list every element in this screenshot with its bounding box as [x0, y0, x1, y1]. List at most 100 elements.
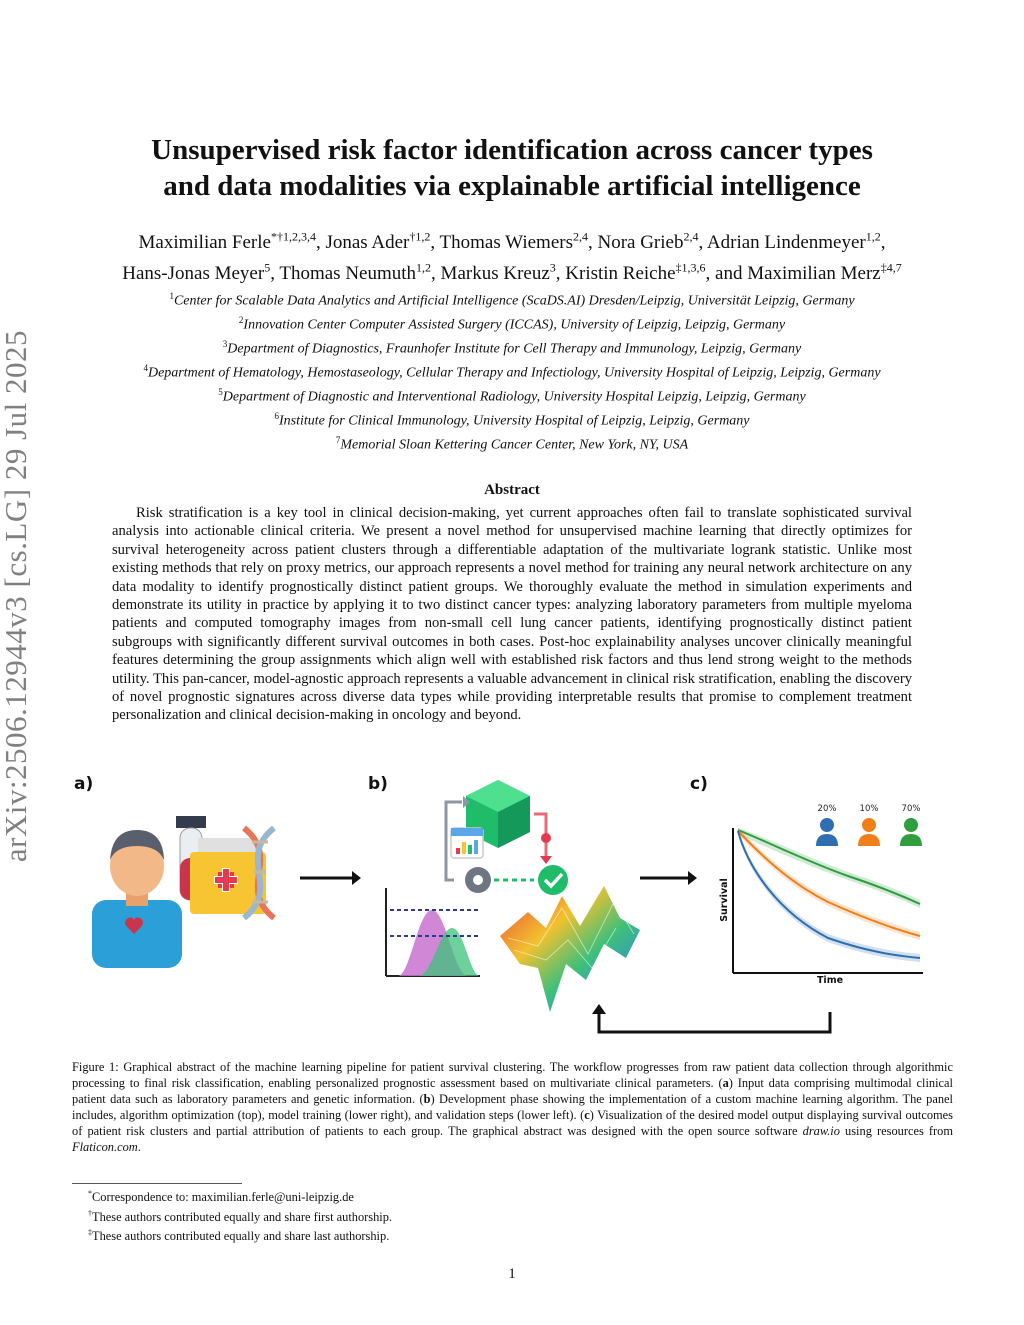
caption-panel-c: c	[584, 1107, 590, 1122]
author-affil: *†1,2,3,4	[270, 230, 316, 244]
author-line-2: Hans-Jonas Meyer5, Thomas Neumuth1,2, Ma…	[122, 260, 901, 284]
affiliation: 7Memorial Sloan Kettering Cancer Center,…	[60, 431, 964, 455]
patient-icon	[92, 830, 182, 968]
author-separator: ,	[880, 232, 886, 254]
affiliation-text: Innovation Center Computer Assisted Surg…	[243, 317, 786, 333]
group-share-orange: 10%	[860, 804, 879, 814]
panel-c-label: c)	[690, 774, 708, 794]
group-share-green: 70%	[902, 804, 921, 814]
survival-line-green	[737, 829, 921, 905]
group-person-icon-green	[900, 818, 922, 846]
affiliation-text: Department of Diagnostics, Fraunhofer In…	[227, 341, 802, 357]
abstract-heading: Abstract	[484, 482, 540, 498]
footnote-text: These authors contributed equally and sh…	[92, 1209, 393, 1224]
feedback-arrow	[592, 1004, 832, 1034]
affiliation-text: Department of Hematology, Hemostaseology…	[147, 365, 881, 381]
affiliation-number: 5	[218, 387, 223, 398]
affiliation-text: Memorial Sloan Kettering Cancer Center, …	[340, 438, 689, 454]
author: Thomas Neumuth	[279, 262, 417, 284]
caption-mid: using resources from	[839, 1123, 953, 1138]
survival-plot: Survival Time	[719, 828, 923, 986]
validation-distribution-plot	[385, 888, 480, 977]
affiliation-number: 2	[238, 315, 244, 326]
caption-panel-b: b	[423, 1091, 431, 1106]
optimization-loop	[444, 796, 568, 895]
author: Nora Grieb	[597, 232, 684, 254]
author-separator: ,	[587, 232, 598, 254]
footnote: *Correspondence to: maximilian.ferle@uni…	[88, 1186, 958, 1206]
author-separator: ,	[431, 262, 441, 284]
paper-title: Unsupervised risk factor identification …	[70, 132, 954, 204]
page-number: 1	[508, 1266, 516, 1282]
caption-a-text: ) Input data comprising multimodal clini…	[72, 1075, 953, 1106]
author: Jonas Ader	[325, 232, 410, 254]
caption-tool-flaticon: Flaticon.com	[72, 1139, 138, 1154]
footnote-mark: ‡	[88, 1228, 92, 1238]
panel-a-label: a)	[74, 774, 94, 794]
affiliation: 5Department of Diagnostic and Interventi…	[60, 383, 964, 407]
affiliation-text: Center for Scalable Data Analytics and A…	[173, 293, 855, 309]
author-affil: †1,2	[409, 230, 431, 244]
affiliation: 2Innovation Center Computer Assisted Sur…	[60, 311, 964, 335]
x-axis-label: Time	[817, 975, 843, 986]
author: Thomas Wiemers	[439, 232, 573, 254]
y-axis-label: Survival	[719, 878, 730, 922]
footnote: ‡These authors contributed equally and s…	[88, 1225, 958, 1245]
affiliation: 4Department of Hematology, Hemostaseolog…	[60, 359, 964, 383]
author-affil: 5	[264, 260, 271, 275]
affiliation: 1Center for Scalable Data Analytics and …	[60, 287, 964, 311]
author: Markus Kreuz	[440, 262, 550, 284]
author: Maximilian Merz	[747, 262, 881, 284]
author: Maximilian Ferle	[138, 232, 271, 254]
affiliation: 6Institute for Clinical Immunology, Univ…	[60, 407, 964, 431]
footnote-text: These authors contributed equally and sh…	[92, 1229, 390, 1244]
affiliation-number: 6	[274, 411, 279, 422]
training-loss-surface	[500, 886, 640, 1012]
affiliation-number: 3	[222, 339, 228, 350]
figure-caption: Figure 1: Graphical abstract of the mach…	[72, 1060, 953, 1155]
figure-graphics: 20% 10% 70% Survival Time	[92, 780, 923, 1034]
footnotes: *Correspondence to: maximilian.ferle@uni…	[88, 1186, 958, 1245]
affiliation-number: 4	[143, 363, 148, 374]
footnote-mark: †	[88, 1208, 92, 1218]
caption-panel-a: a	[722, 1075, 729, 1090]
author-list: Maximilian Ferle*†1,2,3,4, Jonas Ader†1,…	[60, 225, 964, 286]
footnote-text: Correspondence to: maximilian.ferle@uni-…	[92, 1190, 354, 1205]
author-separator: ,	[698, 232, 707, 254]
abstract-body: Risk stratification is a key tool in cli…	[112, 505, 912, 724]
group-person-icon-blue	[816, 818, 838, 846]
group-share-blue: 20%	[818, 804, 837, 814]
author-line-1: Maximilian Ferle*†1,2,3,4, Jonas Ader†1,…	[138, 230, 886, 254]
survival-line-orange	[737, 830, 921, 937]
author-separator: ,	[430, 232, 440, 254]
author: Kristin Reiche	[565, 262, 676, 284]
author: Adrian Lindenmeyer	[706, 232, 866, 254]
author-affil: ‡1,3,6	[675, 260, 706, 275]
footnote-rule	[72, 1183, 242, 1184]
affiliation-number: 7	[335, 435, 341, 446]
caption-lead: Figure 1: Graphical abstract of the mach…	[72, 1060, 953, 1090]
group-person-icon-orange	[858, 818, 880, 846]
arxiv-stamp: arXiv:2506.12944v3 [cs.LG] 29 Jul 2025	[0, 330, 33, 863]
survival-band-orange	[738, 828, 920, 940]
author-separator: ,	[315, 232, 326, 254]
author-separator: , and	[705, 262, 748, 284]
affiliation: 3Department of Diagnostics, Fraunhofer I…	[60, 335, 964, 359]
affiliation-list: 1Center for Scalable Data Analytics and …	[60, 287, 964, 455]
author-affil: 2,4	[683, 230, 699, 244]
graphical-abstract-figure: a) b) c)	[68, 768, 958, 1058]
author: Hans-Jonas Meyer	[122, 262, 265, 284]
title-line-1: Unsupervised risk factor identification …	[151, 134, 873, 166]
author-affil: 1,2	[416, 260, 432, 275]
footnote: †These authors contributed equally and s…	[88, 1206, 958, 1226]
affiliation-text: Department of Diagnostic and Interventio…	[222, 389, 806, 405]
author-separator: ,	[270, 262, 280, 284]
caption-c-text: ) Visualization of the desired model out…	[72, 1107, 953, 1138]
caption-tool-drawio: draw.io	[802, 1123, 840, 1138]
author-affil: 1,2	[865, 230, 881, 244]
affiliation-text: Institute for Clinical Immunology, Unive…	[278, 413, 750, 429]
author-separator: ,	[555, 262, 566, 284]
author-affil: 2,4	[572, 230, 588, 244]
footnote-mark: *	[88, 1189, 92, 1198]
arrow-a-to-b	[300, 871, 361, 885]
